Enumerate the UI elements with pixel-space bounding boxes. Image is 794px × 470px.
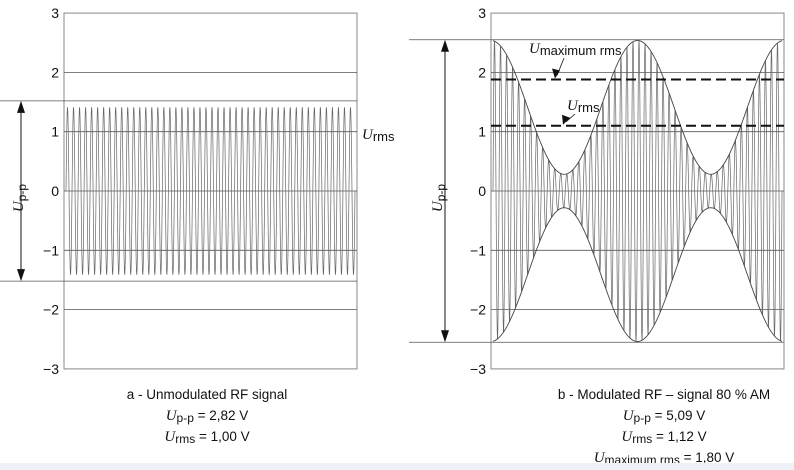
y-tick-label: 0 <box>51 183 59 199</box>
y-tick-label: 1 <box>478 124 486 140</box>
arrow-up-icon <box>17 100 25 113</box>
lower-envelope <box>492 207 783 342</box>
y-tick-label: 2 <box>51 64 59 80</box>
y-tick-label: −1 <box>470 242 486 258</box>
plot-b-modulated: 3 2 1 0 −1 −2 −3 <box>409 5 785 377</box>
arrow-up-icon <box>441 39 449 52</box>
umaxrms-label-b: Umaximum rms <box>529 41 622 58</box>
y-tick-label: −3 <box>470 361 486 377</box>
arrow-down-icon <box>441 330 449 343</box>
values-a: Up-p = 2,82 V Urms = 1,00 V <box>164 408 249 446</box>
values-b: Up-p = 5,09 V Urms = 1,12 V Umaximum rms… <box>594 408 735 467</box>
upper-envelope <box>492 40 783 175</box>
bottom-strip <box>0 463 794 470</box>
y-tick-label: −1 <box>43 242 59 258</box>
y-tick-label: −2 <box>470 302 486 318</box>
value-upp-a: Up-p = 2,82 V <box>166 408 249 425</box>
value-urms-a: Urms = 1,00 V <box>164 429 249 446</box>
upp-label-b: Up-p <box>430 184 448 213</box>
leader-line <box>565 113 576 123</box>
pointer-arrow-icon <box>562 114 570 125</box>
y-tick-label: 3 <box>51 5 59 21</box>
urms-label-a: Urms <box>362 127 395 144</box>
value-upp-b: Up-p = 5,09 V <box>623 408 706 425</box>
plot-a-unmodulated: 3 2 1 0 −1 −2 −3 <box>0 5 358 377</box>
rf-signal-trace <box>492 40 783 342</box>
rf-signal-trace <box>65 107 356 275</box>
upp-label-a: Up-p <box>11 184 29 213</box>
value-urms-b: Urms = 1,12 V <box>621 429 706 446</box>
arrow-down-icon <box>17 269 25 282</box>
y-tick-label: −2 <box>43 302 59 318</box>
y-tick-label: 2 <box>478 64 486 80</box>
y-tick-label: 3 <box>478 5 486 21</box>
caption-b: b - Modulated RF – signal 80 % AM <box>558 387 770 402</box>
caption-a: a - Unmodulated RF signal <box>127 387 288 402</box>
y-tick-label: −3 <box>43 361 59 377</box>
pointer-arrow-icon <box>552 68 560 79</box>
urms-label-b: Urms <box>567 98 600 115</box>
y-tick-label: 0 <box>478 183 486 199</box>
y-tick-label: 1 <box>51 124 59 140</box>
